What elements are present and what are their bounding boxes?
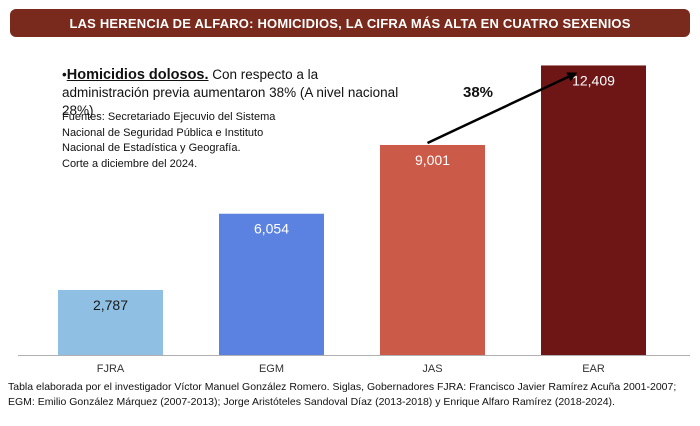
bar-egm — [219, 213, 324, 355]
bar-jas — [380, 144, 485, 355]
source-line: Fuentes: Secretariado Ejecuvio del Siste… — [62, 111, 276, 123]
growth-annotation: 38% — [463, 84, 493, 101]
footer-credits: Tabla elaborada por el investigador Víct… — [8, 380, 696, 409]
source-line: Corte a diciembre del 2024. — [62, 157, 198, 170]
source-line: Nacional de Estadística y Geografía. — [62, 142, 241, 154]
bar-ear — [541, 65, 646, 355]
data-label-egm: 6,054 — [254, 221, 289, 237]
data-label-ear: 12,409 — [572, 72, 615, 88]
note-bullet: • — [62, 67, 67, 82]
tick-label-fjra: FJRA — [97, 363, 125, 375]
source-line: Nacional de Seguridad Pública e Institut… — [62, 126, 264, 139]
note-text: Con respecto a la administración previa … — [62, 67, 399, 118]
bar-fjra — [58, 289, 163, 355]
tick-label-ear: EAR — [582, 363, 605, 375]
tick-label-egm: EGM — [259, 363, 284, 375]
chart-title-banner: LAS HERENCIA DE ALFARO: HOMICIDIOS, LA C… — [10, 9, 690, 37]
footer-line: EGM: Emilio González Márquez (2007-2013)… — [8, 395, 615, 408]
data-label-jas: 9,001 — [415, 152, 450, 168]
sources-note: Fuentes: Secretariado Ejecuvio del Siste… — [62, 110, 352, 172]
note-lead: Homicidios dolosos. — [66, 67, 209, 83]
footer-line: Tabla elaborada por el investigador Víct… — [8, 381, 677, 393]
chart-title: LAS HERENCIA DE ALFARO: HOMICIDIOS, LA C… — [69, 15, 631, 31]
homicide-note: •Homicidios dolosos. Con respecto a la a… — [62, 66, 402, 120]
growth-arrow — [426, 72, 578, 145]
tick-label-jas: JAS — [422, 363, 442, 375]
data-label-fjra: 2,787 — [93, 297, 128, 313]
